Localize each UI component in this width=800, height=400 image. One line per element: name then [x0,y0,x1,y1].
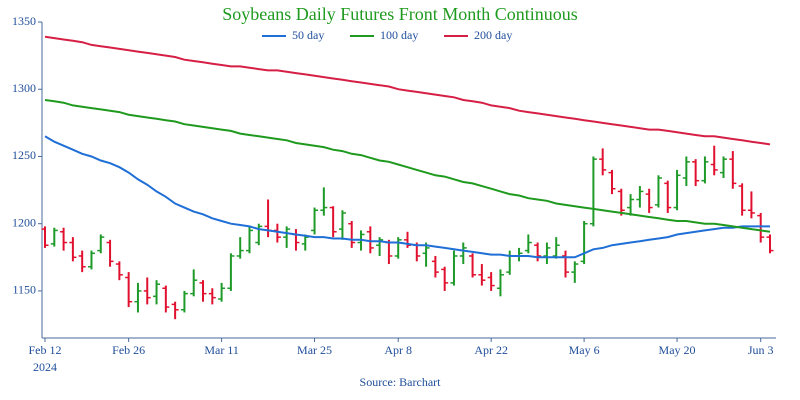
legend-label: 50 day [292,28,324,42]
y-tick-label: 1150 [12,283,36,297]
x-tick-label: May 6 [569,343,600,357]
chart-title: Soybeans Daily Futures Front Month Conti… [222,4,578,24]
x-tick-label: Feb 26 [112,343,145,357]
legend-label: 200 day [474,28,512,42]
y-tick-label: 1250 [12,148,36,162]
x-tick-label: Mar 11 [204,343,239,357]
x-tick-label: Mar 25 [297,343,332,357]
x-tick-label: Jun 3 [748,343,774,357]
x-tick-label: May 20 [659,343,696,357]
moving-average-line [44,99,771,233]
x-tick-label: Apr 8 [384,343,412,357]
moving-average-line [44,35,771,146]
y-tick-label: 1300 [12,81,36,95]
y-tick-label: 1200 [12,215,36,229]
x-year-label: 2024 [33,360,57,374]
x-tick-label: Apr 22 [474,343,508,357]
moving-average-line [44,135,770,259]
source: Source: Barchart [360,375,442,389]
y-tick-label: 1350 [12,14,36,28]
legend-label: 100 day [380,28,418,42]
x-tick-label: Feb 12 [29,343,62,357]
